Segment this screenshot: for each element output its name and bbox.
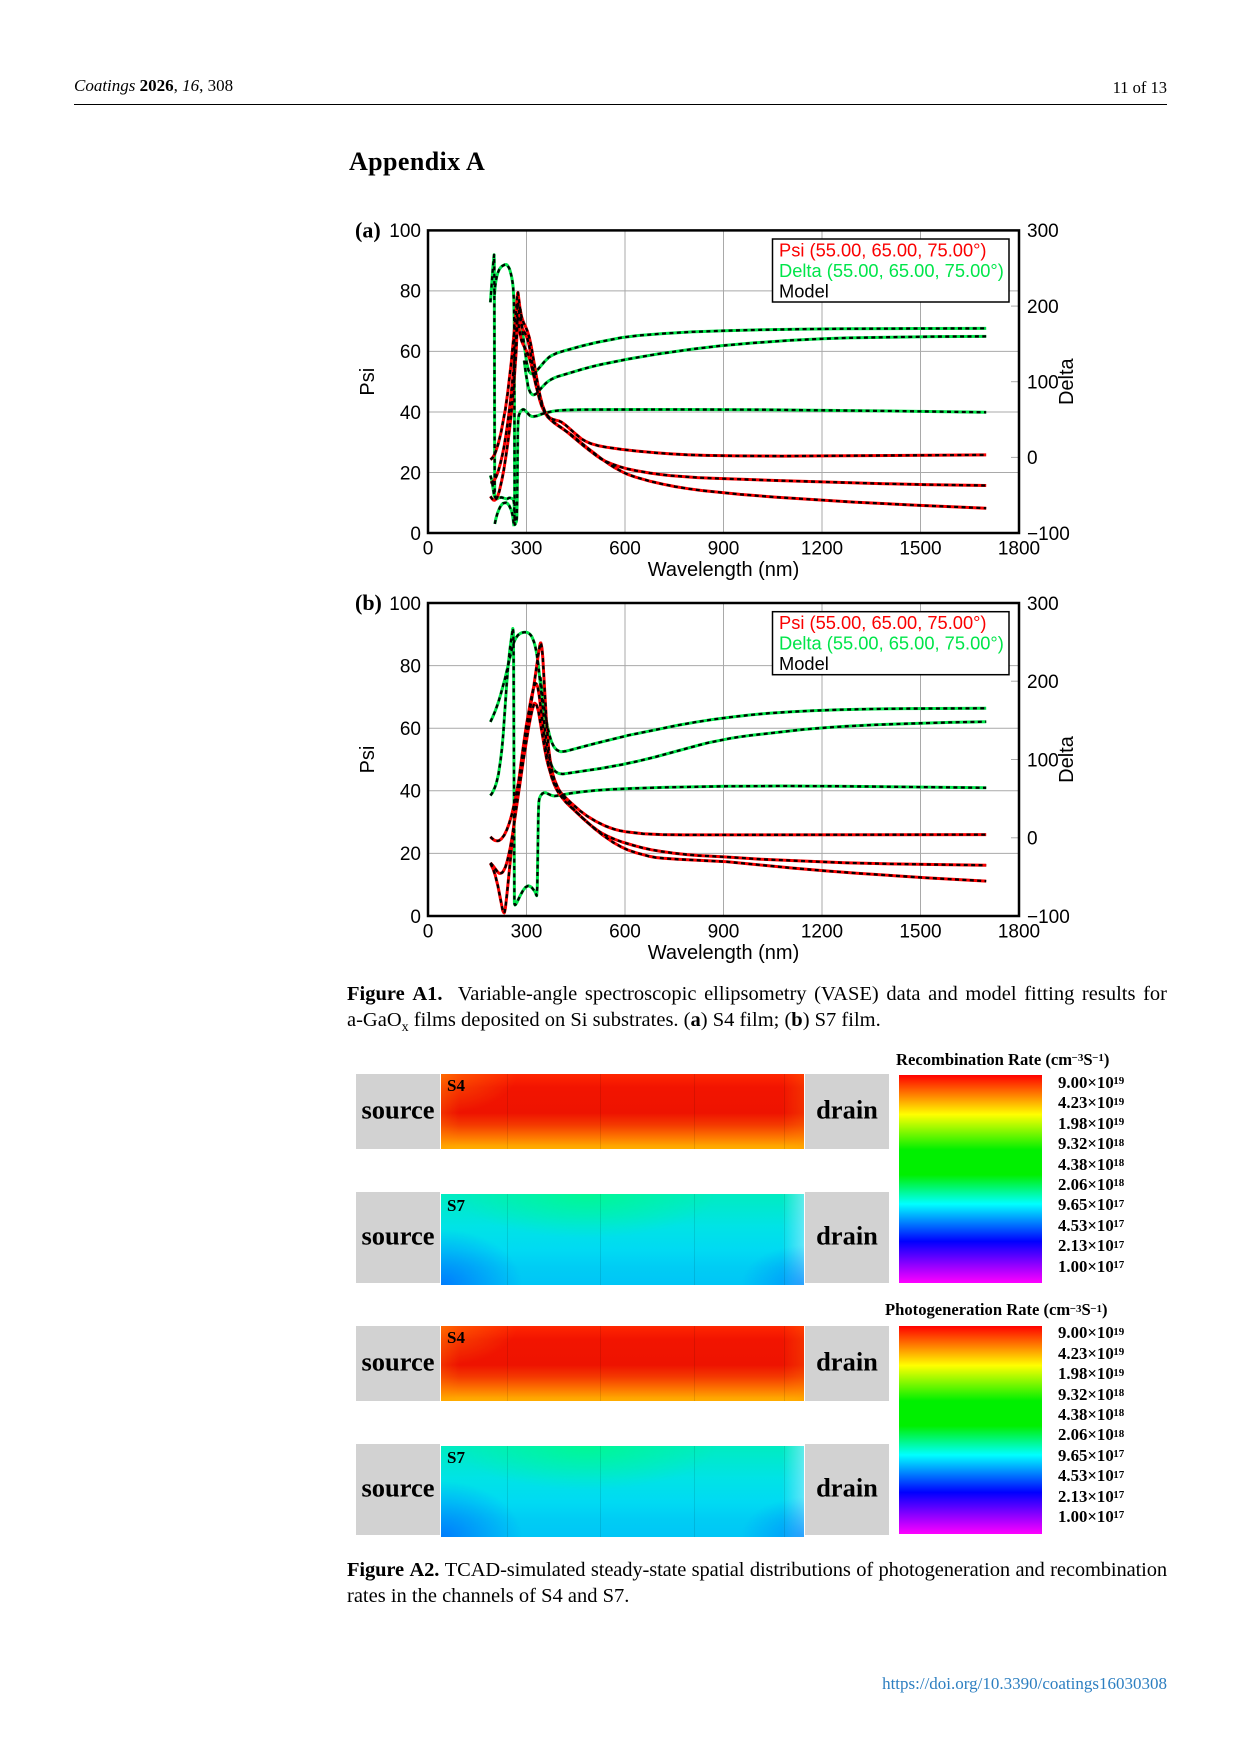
svg-text:300: 300 <box>511 922 543 943</box>
svg-text:300: 300 <box>1027 594 1059 615</box>
svg-text:1200: 1200 <box>801 539 843 560</box>
svg-text:300: 300 <box>1027 221 1059 242</box>
svg-text:Model: Model <box>779 653 829 674</box>
svg-text:100: 100 <box>1027 750 1059 771</box>
svg-text:Wavelength (nm): Wavelength (nm) <box>648 942 800 964</box>
svg-text:600: 600 <box>609 922 641 943</box>
svg-text:900: 900 <box>708 539 740 560</box>
svg-text:−100: −100 <box>1027 524 1070 545</box>
svg-text:−100: −100 <box>1027 907 1070 928</box>
svg-text:Delta: Delta <box>1056 357 1078 405</box>
svg-text:Model: Model <box>779 280 829 301</box>
svg-text:0: 0 <box>1027 448 1038 469</box>
svg-text:20: 20 <box>400 463 421 484</box>
svg-text:40: 40 <box>400 403 421 424</box>
svg-text:600: 600 <box>609 539 641 560</box>
svg-text:0: 0 <box>1027 829 1038 850</box>
svg-text:Psi: Psi <box>357 368 379 396</box>
svg-text:80: 80 <box>400 656 421 677</box>
svg-text:Delta (55.00, 65.00, 75.00°): Delta (55.00, 65.00, 75.00°) <box>779 260 1004 281</box>
svg-text:200: 200 <box>1027 297 1059 318</box>
svg-text:0: 0 <box>410 524 421 545</box>
svg-text:60: 60 <box>400 719 421 740</box>
svg-text:0: 0 <box>423 922 434 943</box>
svg-text:1200: 1200 <box>801 922 843 943</box>
svg-text:0: 0 <box>423 539 434 560</box>
svg-text:(a): (a) <box>355 217 381 242</box>
svg-text:20: 20 <box>400 844 421 865</box>
svg-text:900: 900 <box>708 922 740 943</box>
svg-text:300: 300 <box>511 539 543 560</box>
svg-text:80: 80 <box>400 282 421 303</box>
svg-text:100: 100 <box>389 594 421 615</box>
svg-text:1800: 1800 <box>998 922 1040 943</box>
svg-text:Psi: Psi <box>357 746 379 774</box>
svg-text:60: 60 <box>400 342 421 363</box>
svg-text:1500: 1500 <box>899 922 941 943</box>
svg-text:(b): (b) <box>355 590 382 615</box>
svg-text:40: 40 <box>400 782 421 803</box>
svg-text:100: 100 <box>389 221 421 242</box>
svg-text:Delta: Delta <box>1056 735 1078 783</box>
svg-text:Wavelength (nm): Wavelength (nm) <box>648 559 800 581</box>
svg-text:1500: 1500 <box>899 539 941 560</box>
svg-text:Delta (55.00, 65.00, 75.00°): Delta (55.00, 65.00, 75.00°) <box>779 633 1004 654</box>
svg-text:200: 200 <box>1027 672 1059 693</box>
svg-text:1800: 1800 <box>998 539 1040 560</box>
svg-text:Psi (55.00, 65.00, 75.00°): Psi (55.00, 65.00, 75.00°) <box>779 240 987 261</box>
svg-text:Psi (55.00, 65.00, 75.00°): Psi (55.00, 65.00, 75.00°) <box>779 612 987 633</box>
svg-text:0: 0 <box>410 907 421 928</box>
svg-text:100: 100 <box>1027 373 1059 394</box>
